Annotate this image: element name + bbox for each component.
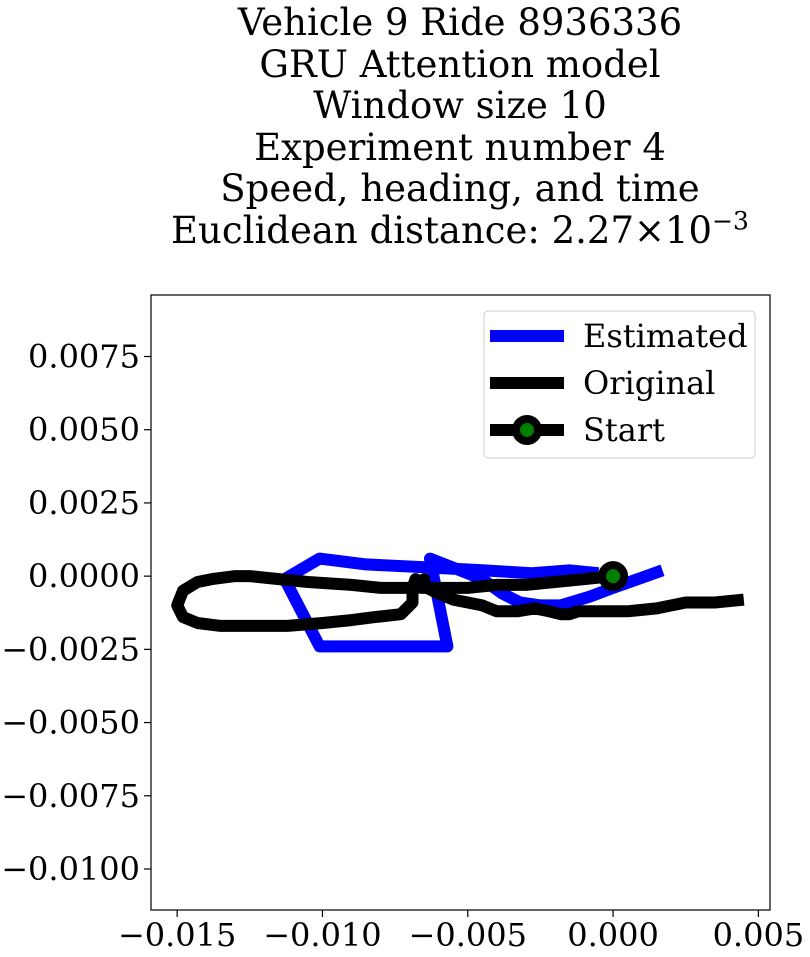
- title-line: Window size 10: [313, 84, 607, 127]
- y-tick-label: −0.0025: [1, 630, 140, 668]
- title-line: Experiment number 4: [254, 125, 666, 169]
- title-line-distance: Euclidean distance: 2.27×10−3: [55, 208, 810, 252]
- y-tick-label: 0.0075: [28, 338, 140, 376]
- chart-title: Vehicle 9 Ride 8936336 GRU Attention mod…: [55, 2, 810, 251]
- title-distance-exponent: −3: [712, 206, 749, 236]
- x-tick-label: 0.000: [567, 916, 659, 954]
- title-distance-times: ×10: [634, 208, 713, 252]
- x-tick-label: −0.010: [263, 916, 381, 954]
- title-line: GRU Attention model: [259, 42, 661, 86]
- plot-frame: [150, 294, 771, 911]
- y-tick-label: 0.0050: [28, 411, 140, 449]
- x-tick-label: −0.005: [409, 916, 527, 954]
- title-line: Vehicle 9 Ride 8936336: [237, 1, 683, 44]
- title-line: Speed, heading, and time: [220, 167, 700, 210]
- y-tick-label: 0.0025: [28, 484, 140, 522]
- legend-marker-start: [512, 415, 542, 445]
- series-line-original: [171, 570, 745, 632]
- legend-frame: [483, 310, 756, 459]
- series-layer: [171, 552, 745, 653]
- x-tick-label: −0.015: [118, 916, 236, 954]
- legend: Estimated Original Start: [483, 310, 756, 459]
- x-tick-label: 0.005: [713, 916, 805, 954]
- legend-label-start: Start: [583, 411, 665, 449]
- series-line-estimated: [278, 552, 665, 653]
- axis-layer: −0.015 −0.010 −0.005 0.000 0.005 0.0075 0.0050…: [1, 338, 804, 955]
- y-tick-label: −0.0050: [1, 704, 140, 742]
- legend-label-original: Original: [583, 364, 715, 402]
- start-marker: [598, 561, 629, 592]
- title-distance-prefix: Euclidean distance: 2.27: [171, 208, 634, 252]
- y-tick-label: 0.0000: [28, 557, 140, 595]
- y-tick-label: −0.0075: [1, 777, 140, 815]
- legend-label-estimated: Estimated: [583, 317, 748, 355]
- y-tick-label: −0.0100: [1, 850, 140, 888]
